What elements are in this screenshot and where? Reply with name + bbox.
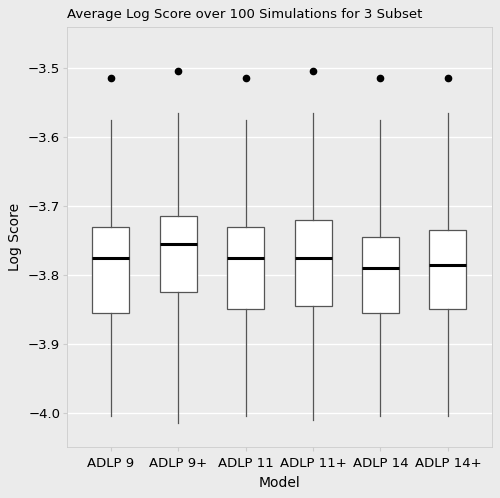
- PathPatch shape: [430, 230, 467, 309]
- PathPatch shape: [92, 227, 130, 313]
- PathPatch shape: [160, 216, 197, 292]
- Y-axis label: Log Score: Log Score: [8, 203, 22, 271]
- PathPatch shape: [294, 220, 332, 306]
- Text: Average Log Score over 100 Simulations for 3 Subset: Average Log Score over 100 Simulations f…: [67, 8, 422, 21]
- X-axis label: Model: Model: [258, 476, 300, 490]
- PathPatch shape: [227, 227, 264, 309]
- PathPatch shape: [362, 237, 399, 313]
